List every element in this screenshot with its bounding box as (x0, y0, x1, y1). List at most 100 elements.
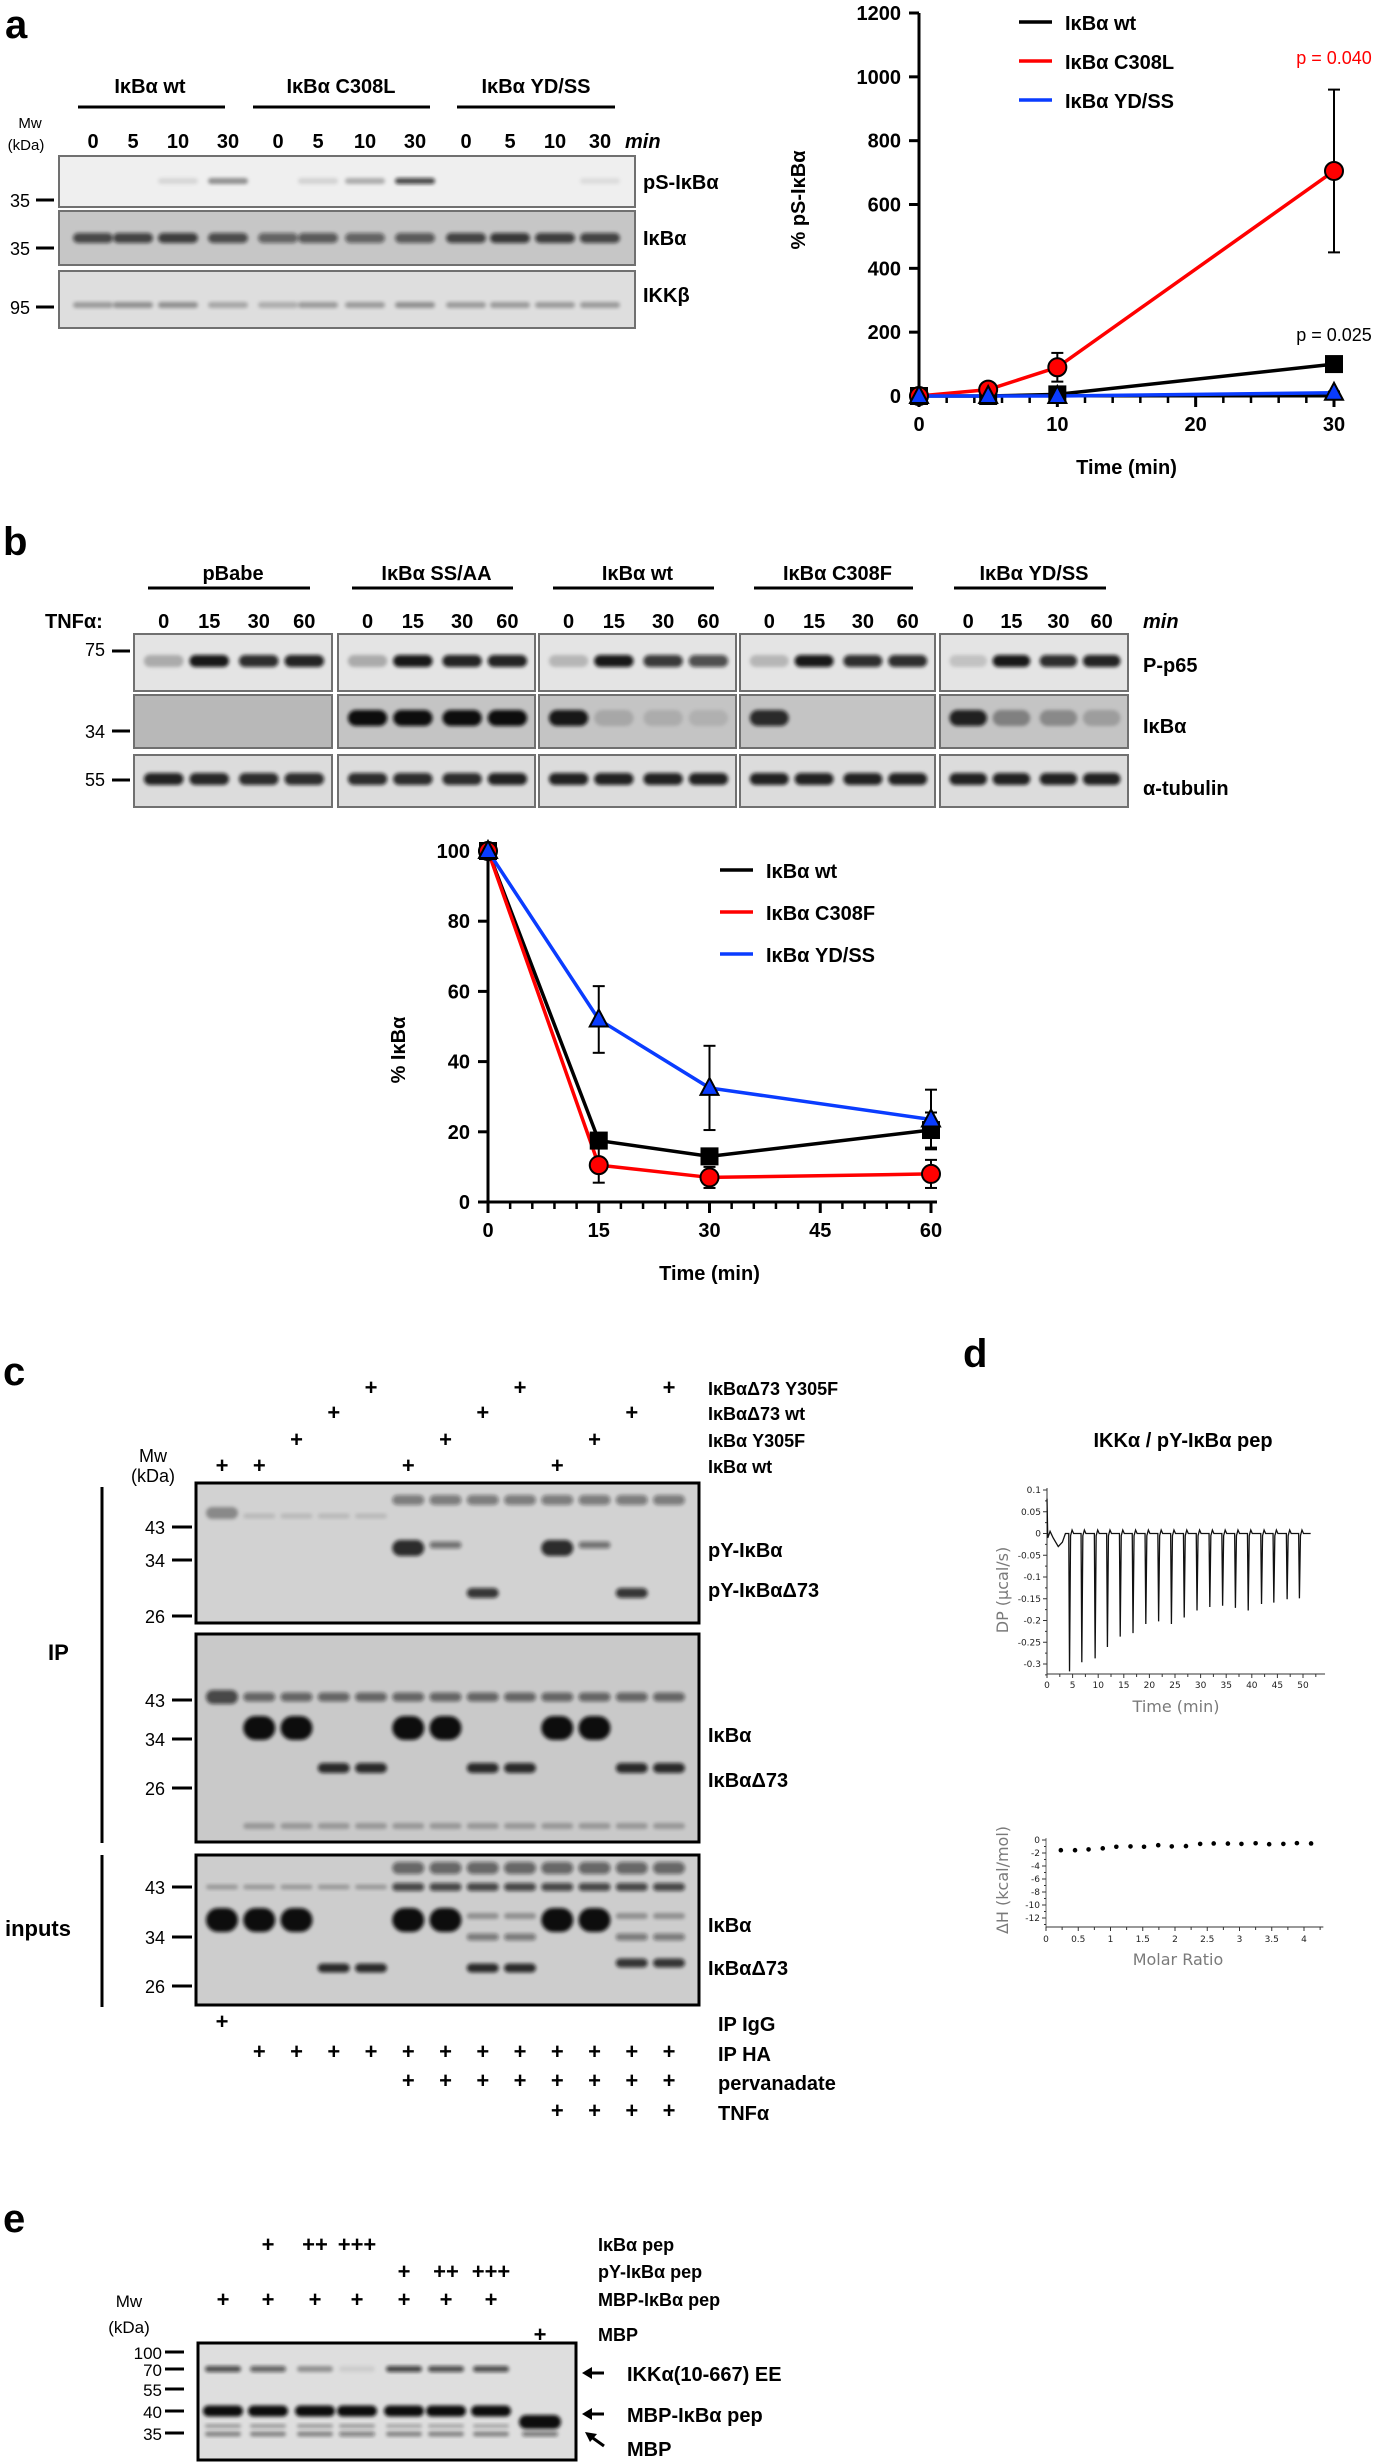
y-axis-label: ΔH (kcal/mol) (993, 1826, 1012, 1934)
blot-band (578, 1495, 611, 1505)
blot-band (205, 2366, 241, 2372)
data-point (1128, 1844, 1133, 1849)
condition-label: IP IgG (718, 2014, 775, 2036)
blot-band (426, 2405, 466, 2417)
blot-band (688, 710, 729, 726)
blot-band (280, 1513, 313, 1519)
blot-band (395, 233, 435, 243)
blot-band (466, 1692, 499, 1702)
condition-mark: + (351, 2287, 364, 2312)
dp-trace (1046, 1498, 1311, 1672)
condition-mark: + (439, 1427, 452, 1452)
group-label: IκBα wt (114, 76, 186, 98)
condition-mark: + (327, 2039, 340, 2064)
blot-band (203, 2405, 243, 2417)
blot-band (466, 1495, 499, 1505)
blot-band (688, 773, 729, 785)
panel-label-a: a (5, 3, 28, 47)
time-unit-label: min (1143, 611, 1179, 633)
blot-band (206, 1908, 238, 1932)
blot-row-label: IκBα (1143, 716, 1187, 738)
x-tick-label: 35 (1220, 1681, 1231, 1691)
data-point (1183, 1843, 1189, 1849)
panel-label-e: e (3, 2197, 25, 2241)
blot-band (594, 710, 634, 726)
lane-time-label: 15 (198, 611, 220, 633)
condition-label: IκBα Y305F (708, 1431, 805, 1451)
blot-band (548, 655, 589, 667)
blot-band (490, 233, 530, 243)
lane-time-label: 30 (589, 131, 611, 153)
x-tick-label: 15 (588, 1220, 610, 1242)
condition-mark: + (663, 2068, 676, 2093)
lane-time-label: 10 (544, 131, 566, 153)
blot-band (1039, 773, 1078, 785)
blot-band (143, 773, 184, 785)
mw-marker-label: 43 (145, 1691, 165, 1711)
blot-band (949, 710, 987, 726)
blot-band (504, 1692, 536, 1702)
x-tick-label: 0 (913, 414, 924, 436)
blot-band (688, 655, 729, 667)
blot-band (355, 1513, 387, 1519)
condition-mark: + (551, 2039, 564, 2064)
x-tick-label: 50 (1297, 1681, 1309, 1691)
condition-mark: + (588, 2039, 601, 2064)
blot-band (206, 1690, 238, 1704)
y-tick-label: 40 (448, 1052, 470, 1074)
x-tick-label: 0 (1043, 1935, 1049, 1945)
blot-band (594, 655, 634, 667)
lane-time-label: 0 (460, 131, 471, 153)
mw-marker-label: 70 (143, 2361, 162, 2380)
blot-band (615, 1692, 648, 1702)
x-tick-label: 0 (1044, 1681, 1050, 1691)
blot-band (386, 2424, 422, 2428)
chart-d-bottom: 0 -2 -4 -6 -8 -10 -12 0 0.5 1 1.5 2 2.5 3 3.5 4 Molar Ra… (993, 1826, 1324, 1969)
blot-band (250, 2424, 286, 2428)
blot-band (504, 1883, 536, 1891)
condition-mark: + (253, 2039, 266, 2064)
blot-band (749, 773, 789, 785)
blot-band (345, 178, 385, 184)
lane-time-label: 15 (603, 611, 625, 633)
condition-mark: + (262, 2232, 275, 2257)
condition-mark: + (402, 2068, 415, 2093)
lane-time-label: 0 (764, 611, 775, 633)
lane-time-label: 60 (697, 611, 719, 633)
y-tick-label: 60 (448, 981, 470, 1003)
blot-band (653, 1495, 685, 1505)
blot-band (466, 1933, 499, 1941)
mw-header: Mw (18, 115, 41, 132)
y-tick-label: -6 (1031, 1875, 1040, 1885)
condition-mark: + (476, 2068, 489, 2093)
blot-band (487, 773, 528, 785)
condition-label: MBP-IκBα pep (598, 2290, 720, 2310)
blot-band (429, 1862, 462, 1874)
blot-band (471, 2405, 511, 2417)
blot-band (541, 1692, 574, 1702)
blot-band (205, 2431, 241, 2437)
blot-band (843, 655, 883, 667)
blot-band (208, 302, 248, 308)
blot-band (615, 1958, 648, 1968)
blot-band (317, 1692, 350, 1702)
lane-time-label: 60 (293, 611, 315, 633)
blot-band (653, 1958, 685, 1968)
blot-band (580, 302, 620, 308)
mw-marker-label: 26 (145, 1977, 165, 1997)
data-point-square (589, 1131, 608, 1150)
lane-time-label: 60 (1091, 611, 1113, 633)
blot-band (393, 655, 433, 667)
condition-mark: + (551, 2068, 564, 2093)
x-tick-label: 0 (482, 1220, 493, 1242)
blot-band (297, 2431, 333, 2437)
lane-time-label: 30 (404, 131, 426, 153)
x-tick-label: 10 (1046, 414, 1068, 436)
data-point (1100, 1846, 1106, 1851)
blot-band (578, 1541, 611, 1549)
condition-mark: ++ (302, 2232, 328, 2257)
blot-band (541, 1823, 574, 1829)
y-tick-label: 0 (890, 386, 901, 408)
x-tick-label: 20 (1144, 1681, 1156, 1691)
blot-band (541, 1883, 574, 1891)
